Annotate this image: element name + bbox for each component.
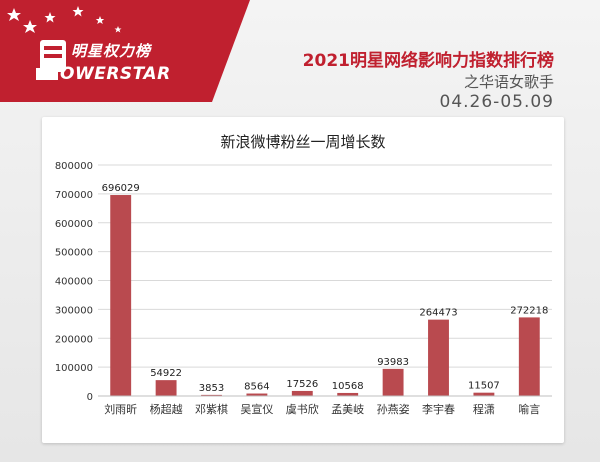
bar — [518, 317, 540, 396]
x-tick-label: 邓紫棋 — [195, 402, 228, 416]
bar — [291, 390, 313, 396]
bar — [201, 394, 222, 396]
y-tick-label: 400000 — [55, 277, 93, 288]
date-range: 04.26-05.09 — [439, 92, 554, 112]
logo-title: 明星权力榜 — [71, 42, 152, 60]
data-label: 54922 — [150, 368, 182, 379]
x-tick-label: 孙燕姿 — [377, 403, 410, 416]
y-tick-label: 700000 — [55, 190, 93, 201]
chart-title: 新浪微博粉丝一周增长数 — [220, 133, 386, 151]
logo-wordmark: OWERSTAR — [60, 64, 171, 84]
data-label: 11507 — [468, 381, 500, 392]
y-tick-label: 300000 — [55, 305, 93, 316]
y-tick-label: 500000 — [55, 248, 93, 259]
bar — [246, 393, 268, 396]
page-subtitle: 之华语女歌手 — [463, 73, 554, 91]
x-tick-label: 孟美岐 — [331, 403, 364, 416]
header: 明星权力榜 OWERSTAR 2021明星网络影响力指数排行榜 之华语女歌手 0… — [0, 0, 600, 125]
data-label: 264473 — [419, 308, 457, 319]
y-tick-label: 600000 — [55, 219, 93, 230]
x-tick-label: 杨超越 — [150, 402, 183, 416]
x-tick-label: 李宇春 — [422, 402, 455, 416]
y-tick-label: 0 — [87, 392, 93, 403]
y-tick-label: 800000 — [55, 161, 93, 172]
bar — [473, 392, 495, 396]
x-tick-label: 喻言 — [518, 402, 540, 416]
data-label: 3853 — [199, 383, 224, 394]
data-label: 10568 — [332, 381, 364, 392]
data-label: 696029 — [102, 183, 140, 194]
bar — [382, 368, 404, 396]
chart-panel: 新浪微博粉丝一周增长数 0 100000 200000 300000 400000 500… — [42, 117, 564, 443]
x-tick-label: 虞书欣 — [286, 402, 319, 416]
fist-icon — [36, 40, 66, 80]
bar — [110, 195, 132, 396]
y-tick-label: 100000 — [55, 363, 93, 374]
bar — [337, 392, 359, 396]
bar-chart: 0 100000 200000 300000 400000 500000 600000 700… — [55, 161, 552, 416]
data-label: 17526 — [286, 379, 318, 390]
x-tick-label: 程潇 — [473, 403, 495, 416]
data-label: 272218 — [510, 305, 548, 316]
brand-logo-badge — [0, 0, 250, 102]
data-label: 93983 — [377, 357, 409, 368]
x-tick-label: 刘雨昕 — [104, 403, 137, 416]
y-tick-label: 200000 — [55, 334, 93, 345]
bar — [428, 319, 449, 396]
bar — [155, 380, 177, 396]
page-title: 2021明星网络影响力指数排行榜 — [302, 51, 554, 71]
data-label: 8564 — [244, 382, 269, 393]
x-tick-label: 吴宣仪 — [240, 402, 273, 416]
